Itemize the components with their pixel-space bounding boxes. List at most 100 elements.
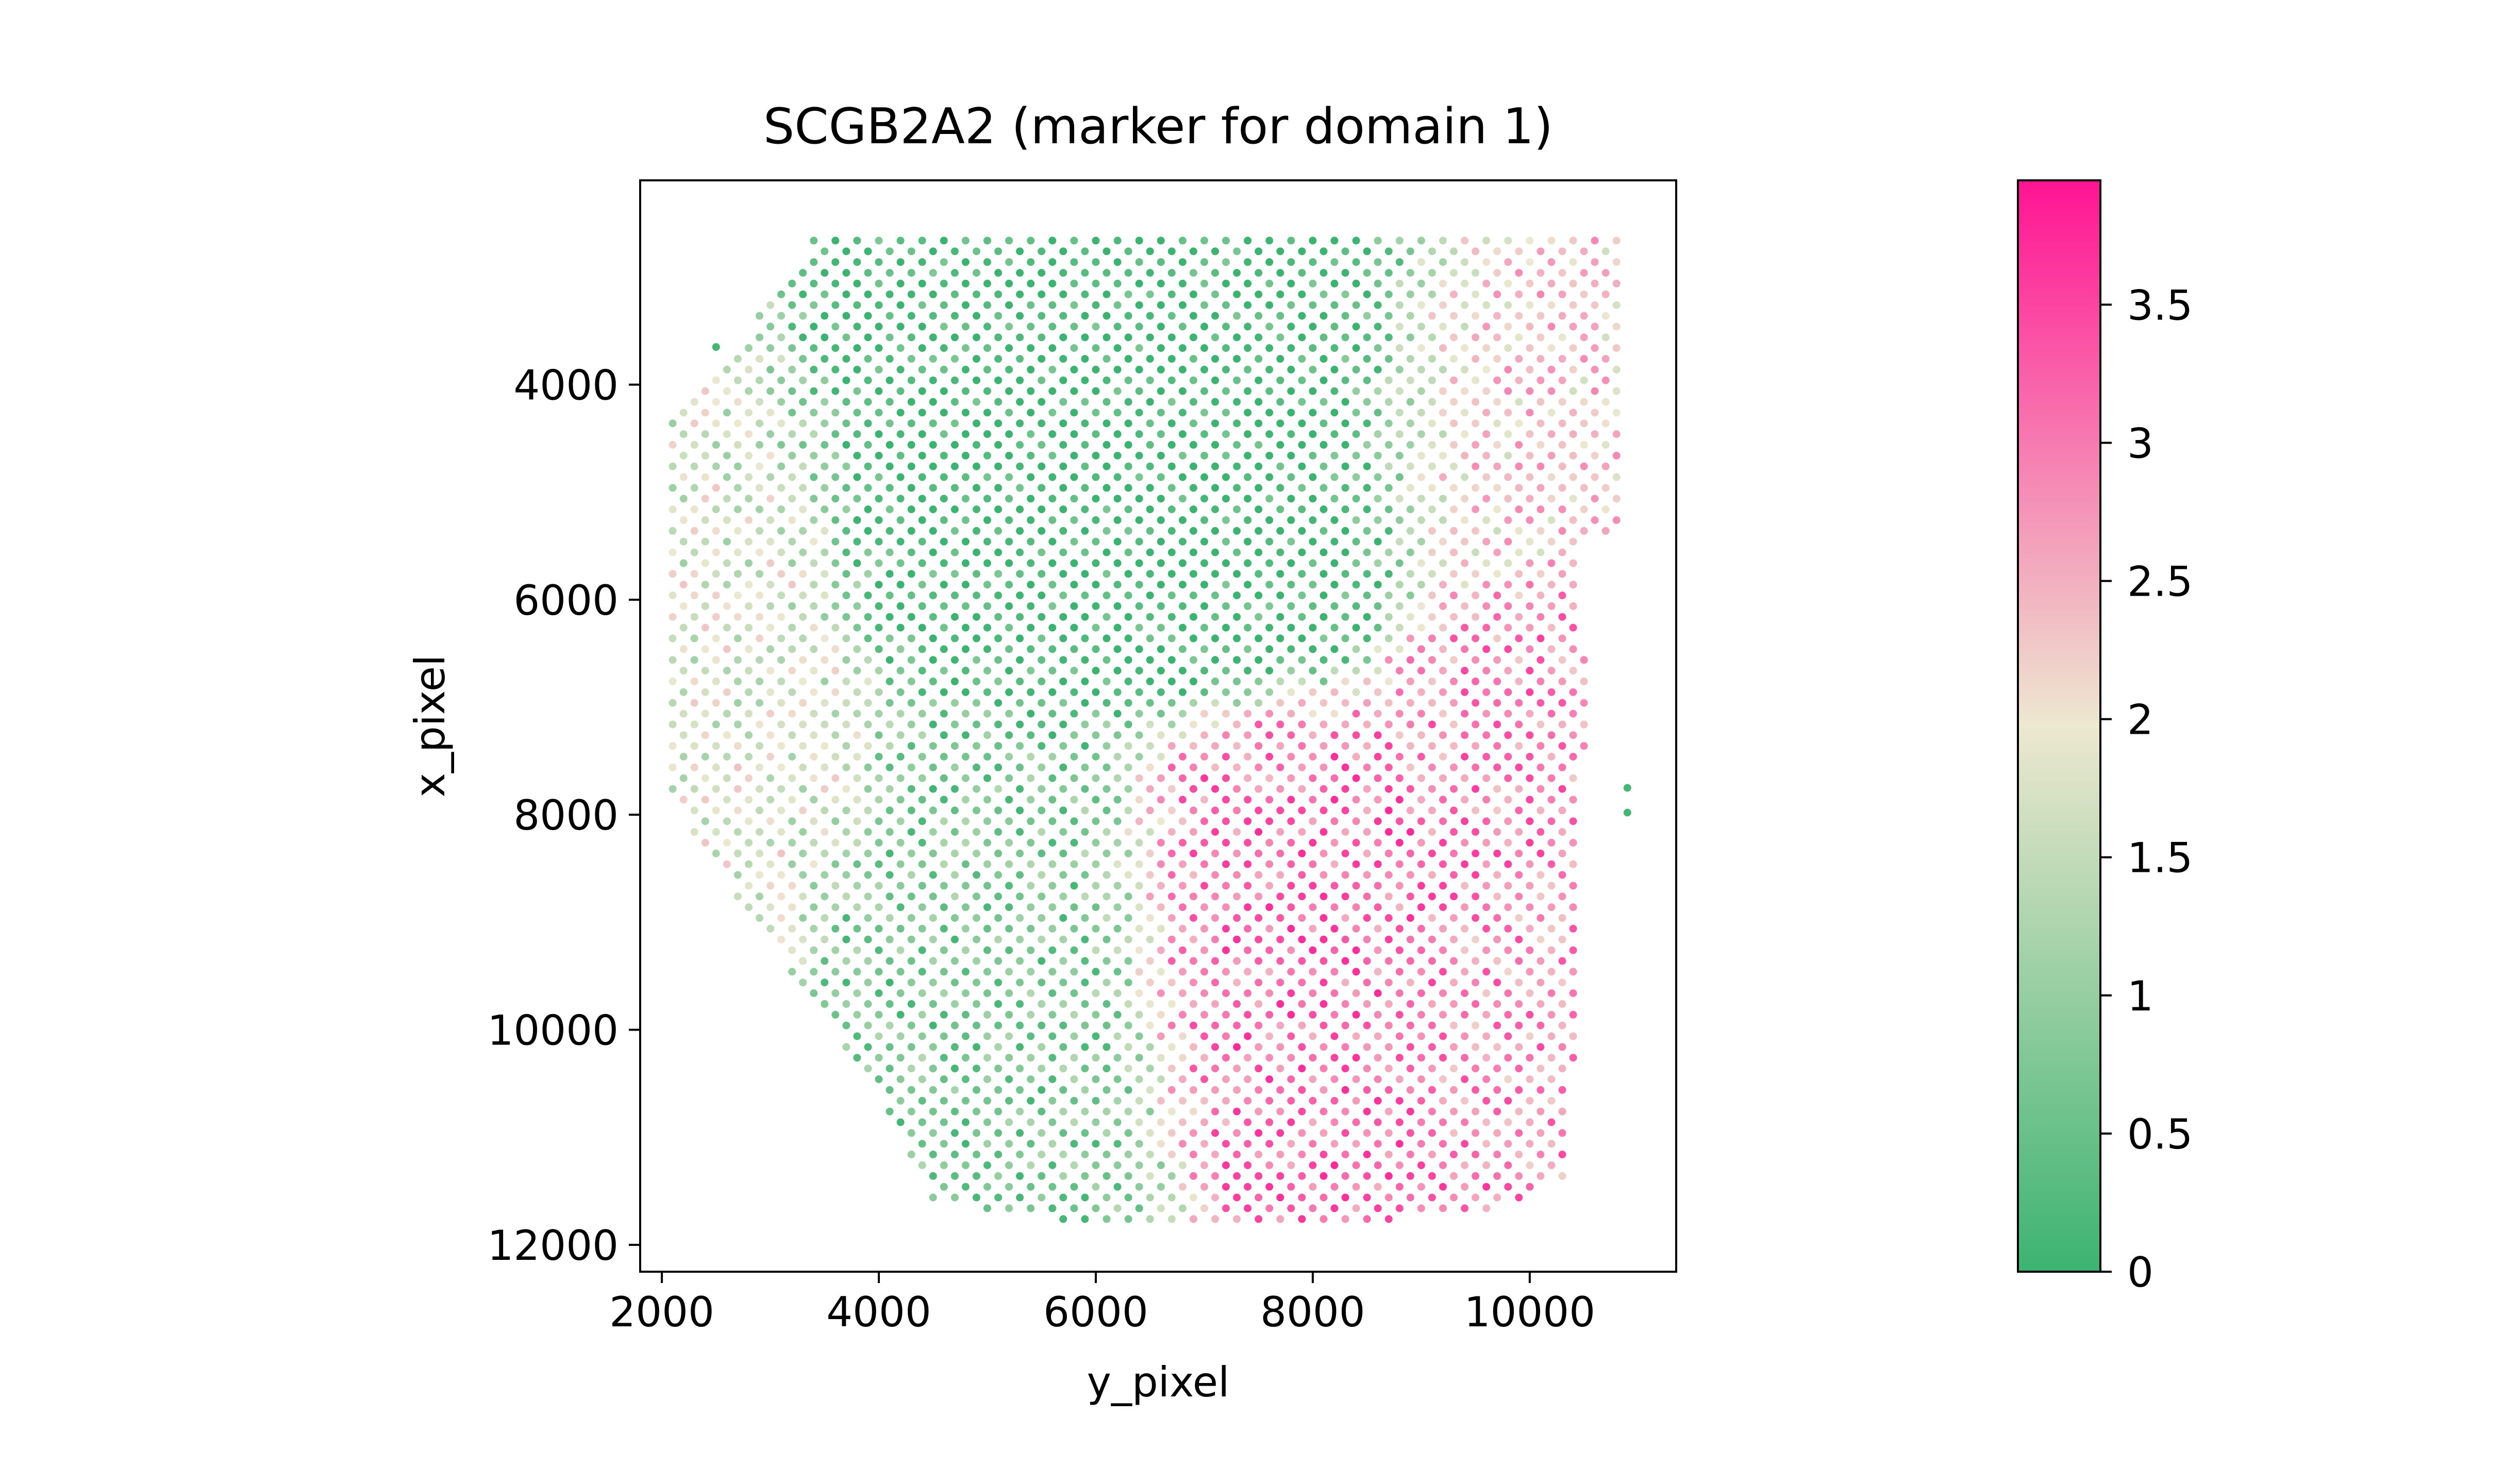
data-point [1341, 871, 1349, 879]
data-point [1276, 763, 1284, 771]
data-point [1461, 258, 1469, 266]
data-point [1189, 892, 1197, 901]
data-point [1363, 376, 1371, 384]
data-point [1081, 806, 1089, 815]
data-point [1200, 602, 1208, 610]
data-point [1124, 677, 1132, 685]
data-point [1298, 914, 1306, 922]
data-point [1493, 1193, 1501, 1202]
data-point [1038, 398, 1046, 406]
data-point [907, 871, 915, 879]
data-point [733, 355, 742, 363]
data-point [679, 537, 688, 546]
data-point [1504, 989, 1512, 997]
data-point [983, 473, 991, 481]
data-point [1493, 871, 1501, 879]
data-point [1450, 398, 1458, 406]
data-point [896, 731, 905, 739]
data-point [1265, 860, 1274, 868]
data-point [1472, 290, 1480, 298]
data-point [669, 763, 677, 771]
data-point [1124, 398, 1132, 406]
data-point [1320, 914, 1328, 922]
data-point [1124, 505, 1132, 513]
data-point [1005, 581, 1013, 589]
data-point [1200, 838, 1208, 847]
data-point [1601, 290, 1610, 298]
data-point [1135, 882, 1143, 890]
data-point [994, 269, 1003, 277]
data-point [1070, 753, 1078, 761]
data-point [886, 935, 894, 943]
data-point [842, 269, 850, 277]
data-point [1287, 1161, 1295, 1169]
data-point [766, 667, 775, 674]
data-point [1081, 441, 1089, 449]
data-point [1146, 699, 1154, 707]
data-point [1189, 548, 1197, 556]
data-point [864, 548, 872, 556]
data-point [788, 753, 796, 761]
data-point [1005, 387, 1013, 395]
data-point [907, 1107, 915, 1116]
data-point [853, 645, 861, 653]
data-point [950, 398, 959, 406]
data-point [1276, 613, 1284, 621]
data-point [1569, 667, 1577, 674]
data-point [1298, 699, 1306, 707]
data-point [1070, 473, 1078, 481]
data-point [1309, 667, 1317, 674]
data-point [875, 237, 883, 245]
data-point [864, 592, 872, 599]
data-point [1395, 537, 1404, 546]
data-point [896, 559, 905, 567]
data-point [1059, 312, 1067, 320]
data-point [1450, 957, 1458, 965]
data-point [1450, 441, 1458, 449]
data-point [1157, 537, 1165, 546]
data-point [1363, 785, 1371, 793]
data-point [994, 1043, 1003, 1051]
data-point [777, 462, 786, 470]
data-point [1092, 1140, 1100, 1148]
data-point [1547, 537, 1556, 546]
data-point [1178, 796, 1187, 804]
data-point [1504, 301, 1512, 309]
data-point [1200, 1097, 1208, 1105]
data-point [1547, 1140, 1556, 1148]
data-point [1103, 1000, 1111, 1008]
data-point [983, 365, 991, 374]
data-point [973, 398, 980, 406]
data-point [1265, 710, 1274, 718]
data-point [1374, 1054, 1382, 1062]
data-point [875, 1010, 883, 1019]
data-point [1038, 1193, 1046, 1202]
data-point [961, 796, 970, 804]
data-point [1472, 376, 1480, 384]
data-point [1038, 935, 1046, 943]
data-point [1526, 1183, 1534, 1191]
data-point [1406, 312, 1414, 320]
data-point [1027, 516, 1035, 524]
data-point [1146, 398, 1154, 406]
data-point [1233, 505, 1241, 513]
data-point [1255, 247, 1263, 256]
data-point [875, 796, 883, 804]
data-point [886, 333, 894, 342]
data-point [1537, 312, 1545, 320]
data-point [1135, 1183, 1143, 1191]
data-point [1439, 344, 1447, 352]
data-point [1081, 699, 1089, 707]
data-point [701, 753, 709, 761]
data-point [1472, 441, 1480, 449]
data-point [1406, 441, 1414, 449]
data-point [745, 882, 753, 890]
data-point [940, 731, 948, 739]
data-point [1601, 312, 1610, 320]
data-point [1482, 710, 1491, 718]
data-point [1547, 753, 1556, 761]
data-point [983, 451, 991, 460]
data-point [1537, 1043, 1545, 1051]
data-point [994, 312, 1003, 320]
data-point [864, 806, 872, 815]
